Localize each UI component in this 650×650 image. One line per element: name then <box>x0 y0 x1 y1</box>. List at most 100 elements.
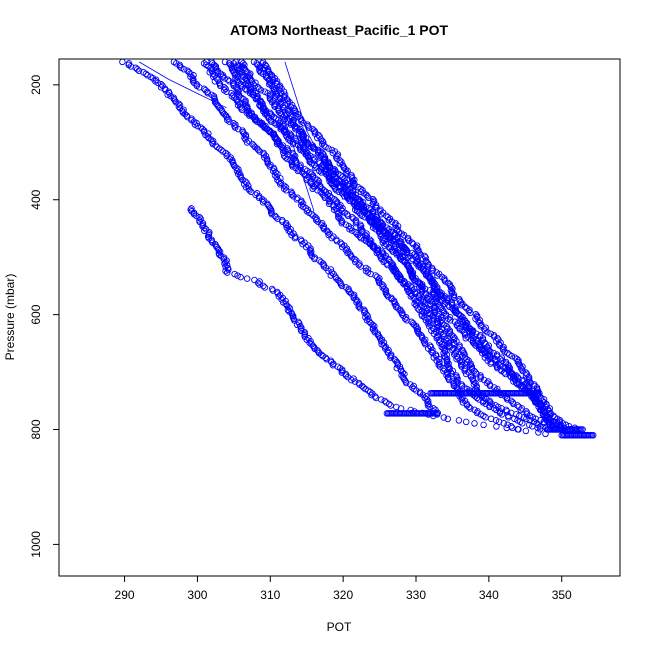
data-point <box>367 388 374 396</box>
data-point <box>342 372 350 379</box>
data-point <box>522 427 530 435</box>
data-point <box>196 214 203 221</box>
data-point <box>333 237 341 245</box>
data-point <box>423 396 431 403</box>
data-point <box>504 421 511 429</box>
data-point <box>486 382 494 390</box>
data-point <box>379 236 386 243</box>
data-point <box>444 337 451 345</box>
data-point <box>164 91 171 98</box>
data-point <box>443 358 451 366</box>
data-point <box>279 122 287 130</box>
data-point <box>272 92 280 100</box>
data-point <box>180 106 187 113</box>
data-point <box>446 314 454 321</box>
data-point <box>503 408 511 415</box>
data-point <box>453 355 460 363</box>
data-point <box>310 143 317 151</box>
data-point <box>418 308 426 315</box>
data-point <box>211 78 219 85</box>
data-point <box>523 411 531 418</box>
data-point <box>457 315 465 323</box>
data-point <box>391 245 398 252</box>
data-point <box>281 112 288 119</box>
data-point <box>274 139 281 146</box>
data-point <box>216 82 224 90</box>
data-point <box>314 134 321 142</box>
data-point <box>298 237 305 245</box>
data-point <box>157 81 165 88</box>
data-point <box>516 412 523 420</box>
data-point <box>285 227 292 234</box>
data-point <box>381 254 389 261</box>
data-point <box>352 219 360 227</box>
data-point <box>310 154 317 161</box>
data-point <box>413 242 421 249</box>
data-point <box>234 272 241 279</box>
data-point <box>444 415 452 423</box>
data-point <box>497 339 504 346</box>
data-point <box>376 275 383 282</box>
data-point <box>465 308 473 315</box>
data-point <box>509 424 516 432</box>
data-point <box>362 203 370 210</box>
data-point <box>400 231 408 239</box>
x-tick-label: 310 <box>260 588 280 602</box>
data-point <box>231 270 238 278</box>
data-point <box>448 370 456 378</box>
data-point <box>481 349 489 357</box>
data-point <box>252 95 260 103</box>
data-point <box>507 423 515 430</box>
data-point <box>355 261 363 269</box>
data-point <box>320 157 328 164</box>
profile-series-8 <box>238 58 558 433</box>
x-tick-label: 300 <box>187 588 207 602</box>
data-point <box>476 319 483 327</box>
data-point <box>258 196 266 203</box>
data-point <box>242 136 249 143</box>
data-point <box>256 278 263 285</box>
data-point <box>320 187 328 194</box>
data-point <box>304 206 312 213</box>
data-point <box>445 315 452 323</box>
data-point <box>286 130 293 137</box>
data-point <box>399 369 406 376</box>
data-point <box>323 355 330 363</box>
data-point <box>365 194 372 202</box>
data-point <box>338 369 346 376</box>
data-point <box>300 133 307 140</box>
data-point <box>280 116 288 124</box>
data-point <box>500 346 507 354</box>
data-point <box>246 187 253 194</box>
data-point <box>208 67 215 75</box>
data-point <box>359 187 366 194</box>
data-point <box>269 287 277 294</box>
data-point <box>215 246 223 254</box>
data-point <box>218 146 225 154</box>
data-point <box>223 261 231 269</box>
y-tick-label: 600 <box>29 304 43 324</box>
data-point <box>413 324 420 331</box>
data-point <box>409 270 416 278</box>
data-point <box>535 429 542 436</box>
data-point <box>428 348 435 355</box>
data-point <box>302 148 310 155</box>
data-point <box>559 420 567 427</box>
data-point <box>119 58 126 66</box>
data-point <box>209 140 216 148</box>
data-point <box>505 367 512 375</box>
data-point <box>351 378 359 385</box>
data-point <box>457 312 464 320</box>
data-point <box>443 322 450 330</box>
data-point <box>505 414 512 421</box>
data-point <box>349 179 357 187</box>
data-point <box>250 81 257 88</box>
data-point <box>363 230 370 237</box>
data-point <box>292 125 299 133</box>
data-point <box>496 361 503 369</box>
data-point <box>379 222 386 230</box>
x-tick-label: 350 <box>552 588 572 602</box>
data-point <box>359 202 366 209</box>
data-point <box>231 124 239 131</box>
data-point <box>290 151 297 158</box>
